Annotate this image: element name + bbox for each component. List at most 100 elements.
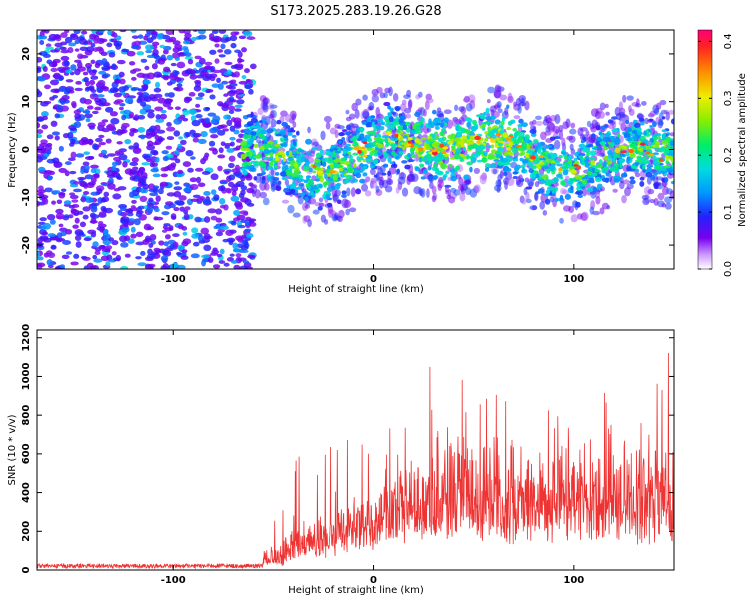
- spectrogram-cell: [160, 255, 169, 262]
- spectrogram-cell: [453, 154, 462, 160]
- spectrogram-cell: [534, 173, 540, 179]
- spectrogram-cell: [215, 231, 224, 237]
- colorbar-tick-label: 0.2: [723, 147, 734, 163]
- spectrogram-cell: [234, 108, 242, 112]
- spectrogram-cell: [526, 161, 534, 167]
- spectrogram-cell: [588, 156, 596, 161]
- spectrogram-cell: [297, 194, 304, 205]
- spectrogram-cell: [633, 122, 641, 129]
- spectrogram-cell: [355, 98, 362, 106]
- snr-y-tick-label: 800: [21, 405, 32, 426]
- spectrogram-cell: [114, 78, 120, 85]
- spectrogram-cell: [611, 128, 619, 133]
- spectrogram-cell: [141, 84, 149, 89]
- spectrogram-cell: [441, 150, 447, 155]
- spectrogram-cell: [245, 216, 252, 221]
- spectrogram-cell: [379, 125, 385, 131]
- spectrogram-cell: [136, 210, 144, 215]
- spectrogram-cell: [88, 138, 94, 146]
- spectrogram-cell: [328, 177, 334, 182]
- snr-x-tick-label: -100: [161, 575, 186, 586]
- spectrogram-cell: [146, 37, 154, 44]
- spectrogram-cell: [166, 122, 172, 127]
- spectrogram-cell: [86, 105, 94, 110]
- spectrogram-cell: [407, 159, 415, 163]
- spectrogram-cell: [613, 153, 618, 159]
- spectrogram-cell: [474, 135, 482, 141]
- spectrogram-cell: [230, 79, 237, 84]
- spectrogram-cell: [152, 48, 159, 56]
- spectrogram-cell: [512, 171, 518, 175]
- spectrogram-cell: [494, 85, 502, 92]
- spectrogram-cell: [462, 97, 470, 103]
- spectrogram-cell: [137, 127, 146, 133]
- spectrogram-cell: [443, 153, 450, 158]
- spectrogram-cell: [174, 57, 180, 61]
- snr-y-axis: 0 200 400 600 800 1000 1200: [21, 324, 674, 573]
- spectrogram-cell: [147, 112, 155, 119]
- spectrogram-cell: [103, 228, 109, 236]
- spectrogram-cell: [70, 208, 77, 214]
- spectrogram-cell: [182, 231, 188, 236]
- spectrogram-cell: [140, 58, 148, 63]
- spectrogram-cell: [551, 171, 556, 175]
- spectrogram-cell: [484, 166, 490, 172]
- spectrogram-cell: [281, 199, 290, 204]
- spectrogram-cell: [438, 176, 444, 184]
- spectrogram-cell: [113, 156, 121, 162]
- spectrogram-cell: [216, 124, 225, 130]
- spectrogram-cell: [190, 253, 200, 259]
- spectrogram-cell: [647, 188, 655, 195]
- spectrogram-cell: [249, 184, 258, 189]
- spectrogram-cell: [369, 151, 375, 156]
- spectrogram-cell: [257, 107, 264, 116]
- spectrogram-cell: [187, 214, 194, 220]
- spectrogram-cell: [410, 147, 416, 152]
- spectrogram-cell: [154, 124, 161, 132]
- spectrogram-cell: [618, 116, 623, 122]
- spectrogram-cell: [173, 191, 182, 198]
- spectrogram-cell: [517, 105, 522, 114]
- spectrogram-cell: [73, 212, 80, 216]
- spectrogram-cell: [227, 162, 235, 169]
- spectrogram-cell: [442, 174, 447, 181]
- spectrogram-cell: [634, 168, 640, 173]
- spectrogram-cell: [286, 171, 292, 176]
- spectrogram-cell: [197, 138, 207, 144]
- spectrogram-cell: [586, 187, 594, 193]
- spectrogram-cell: [94, 106, 102, 111]
- spectrogram-cell: [37, 129, 44, 135]
- spectrogram-cell: [139, 195, 148, 203]
- spectrogram-cell: [620, 172, 628, 178]
- spectrogram-cell: [131, 76, 137, 81]
- spectrogram-cell: [111, 170, 118, 176]
- spectrogram-cell: [460, 153, 465, 158]
- spectrogram-cell: [237, 224, 246, 229]
- spectrogram-cell: [658, 121, 663, 126]
- spectrogram-cell: [496, 101, 502, 109]
- spectrogram-cell: [570, 148, 576, 155]
- spectrogram-cell: [490, 162, 497, 169]
- spectrogram-cell: [325, 194, 330, 200]
- spectrogram-cell: [50, 67, 58, 73]
- spectrogram-cell: [481, 127, 486, 131]
- spectrogram-cell: [194, 216, 202, 223]
- spectrogram-cell: [366, 131, 374, 135]
- spectrogram-cell: [83, 76, 89, 83]
- spectrogram-cell: [360, 146, 367, 150]
- spectrogram-cell: [599, 207, 605, 215]
- spectrogram-cell: [660, 170, 668, 174]
- spectrogram-cell: [620, 150, 627, 154]
- spectrogram-cell: [649, 137, 654, 143]
- spectrogram-cell: [68, 42, 77, 47]
- colorbar-gradient: [697, 29, 713, 270]
- spectrogram-cell: [444, 184, 452, 188]
- spectrogram-cell: [361, 183, 369, 192]
- spectrogram-cell: [91, 69, 98, 74]
- spectrogram-cell: [100, 197, 107, 203]
- spectrogram-cell: [54, 42, 63, 48]
- spectrogram-cell: [207, 112, 217, 117]
- spectrogram-cell: [92, 173, 100, 178]
- spectrogram-cell: [261, 176, 266, 182]
- spectrogram-cell: [507, 92, 513, 102]
